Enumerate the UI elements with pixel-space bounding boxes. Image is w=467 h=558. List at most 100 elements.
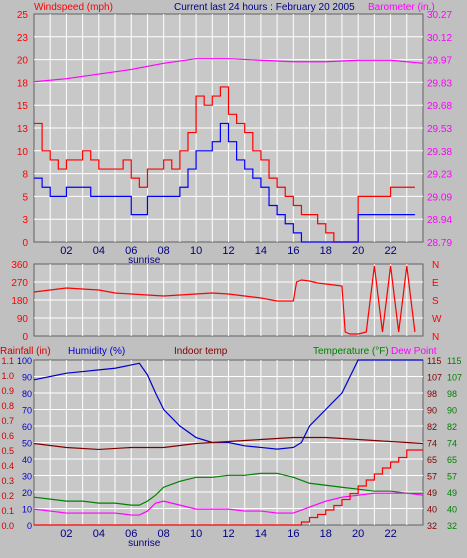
y-tick-label-left: 270 [11, 278, 28, 289]
y-tick-label-right: 65 [427, 455, 437, 465]
x-tick-label: 06 [125, 245, 137, 257]
y-tick-label-left: 0.5 [1, 446, 14, 456]
humidity-axis-title: Humidity (%) [68, 346, 125, 357]
x-tick-label: 08 [158, 528, 170, 540]
y-tick-label-right: 90 [427, 406, 437, 416]
x-tick-label: 08 [158, 245, 170, 257]
y-tick-label-right-2: 90 [447, 406, 457, 416]
y-tick-label-left: 5 [22, 192, 28, 203]
y-tick-label-right: 30.27 [427, 10, 452, 21]
y-tick-label-right: 40 [427, 505, 437, 515]
x-tick-label: 22 [384, 245, 396, 257]
x-tick-label: 06 [125, 528, 137, 540]
y-tick-label-right: 29.68 [427, 101, 452, 112]
y-tick-label-right-2: 74 [447, 439, 457, 449]
wind-chart: 0 3 5 8 10 13 15 18 20 23 25 28.79 28.94 29.09 29.23 29… [17, 10, 453, 266]
x-tick-label: 16 [287, 528, 299, 540]
y-tick-label-left: 20 [17, 56, 29, 67]
y-tick-label-right-2: 57 [447, 472, 457, 482]
y-tick-label-left: 0.8 [1, 401, 14, 411]
y-tick-label-right: 74 [427, 439, 437, 449]
y-tick-label-left-2: 100 [17, 356, 32, 366]
x-tick-label: 22 [384, 528, 396, 540]
y-tick-label-left-2: 80 [22, 389, 32, 399]
sunrise-label: sunrise [128, 255, 161, 266]
dewpoint-axis-title: Dew Point [391, 346, 437, 357]
y-tick-label-right-2: 40 [447, 505, 457, 515]
x-tick-label: 02 [60, 528, 72, 540]
y-tick-label-right-2: 82 [447, 422, 457, 432]
y-tick-label-left-2: 50 [22, 439, 32, 449]
y-tick-label-left: 0.7 [1, 416, 14, 426]
y-tick-label-right-2: 65 [447, 455, 457, 465]
x-tick-label: 20 [352, 245, 364, 257]
series-line-1 [34, 122, 415, 243]
y-tick-label-left: 13 [17, 124, 29, 135]
y-tick-label-left-2: 60 [22, 422, 32, 432]
y-tick-label-left: 1.0 [1, 371, 14, 381]
x-tick-label: 04 [93, 245, 105, 257]
y-tick-label-left: 18 [17, 78, 29, 89]
weather-chart: 0.0 0.1 0.2 0.3 0.4 0.5 0.6 0.7 0.8 0.9 1.0 1.1 0 10 2… [1, 356, 462, 549]
y-tick-label-right: 32 [427, 521, 437, 531]
y-tick-label-right: E [432, 278, 439, 289]
series-line-0 [34, 86, 415, 243]
y-tick-label-left: 180 [11, 296, 28, 307]
y-tick-label-left: 0 [22, 332, 28, 343]
weather-line-0 [33, 359, 423, 450]
y-tick-label-left: 1.1 [1, 356, 14, 366]
y-tick-label-right-2: 115 [447, 356, 461, 366]
y-tick-label-left: 0.0 [1, 521, 14, 531]
y-tick-label-right: 29.53 [427, 124, 452, 135]
x-tick-label: 12 [222, 245, 234, 257]
y-tick-label-right: 98 [427, 389, 437, 399]
wind-axis-title: Windspeed (mph) [34, 2, 113, 13]
y-tick-label-right: 28.94 [427, 215, 452, 226]
weather-line-1 [33, 436, 424, 451]
y-tick-label-right: 29.09 [427, 192, 452, 203]
y-tick-label-left: 0 [22, 238, 28, 249]
weather-line-2 [33, 472, 423, 506]
y-tick-label-left-2: 90 [22, 373, 32, 383]
x-tick-label: 14 [255, 245, 267, 257]
y-tick-label-right: 115 [427, 356, 441, 366]
y-tick-label-left: 0.2 [1, 491, 14, 501]
y-tick-label-right: 57 [427, 472, 437, 482]
direction-line-0 [33, 265, 416, 335]
x-tick-label: 10 [190, 245, 202, 257]
y-tick-label-right-2: 32 [447, 521, 457, 531]
x-tick-label: 18 [320, 528, 332, 540]
sunrise-label: sunrise [128, 538, 161, 549]
y-tick-label-right: N [432, 332, 439, 343]
baro-axis-title: Barometer (in.) [368, 2, 435, 13]
weather-line-3 [33, 492, 424, 516]
y-tick-label-left: 0.4 [1, 461, 14, 471]
y-tick-label-right: 107 [427, 373, 442, 383]
x-tick-label: 10 [190, 528, 202, 540]
y-tick-label-right: 82 [427, 422, 437, 432]
y-tick-label-left: 90 [17, 314, 29, 325]
y-tick-label-left-2: 40 [22, 455, 32, 465]
y-tick-label-left: 0.9 [1, 386, 14, 396]
x-tick-label: 20 [352, 528, 364, 540]
chart-title: Current last 24 hours : February 20 2005 [174, 2, 355, 13]
rain-axis-title: Rainfall (in) [0, 346, 51, 357]
y-tick-label-left-2: 0 [27, 521, 32, 531]
y-tick-label-left-2: 20 [22, 488, 32, 498]
x-tick-label: 02 [60, 245, 72, 257]
y-tick-label-right: S [432, 296, 439, 307]
series-line-2 [33, 58, 424, 83]
y-tick-label-left: 15 [17, 101, 29, 112]
weather-line-4 [34, 449, 423, 526]
y-tick-label-right: 28.79 [427, 238, 452, 249]
y-tick-label-left: 0.1 [1, 506, 14, 516]
y-tick-label-right: 29.23 [427, 170, 452, 181]
y-tick-label-left-2: 10 [22, 505, 32, 515]
y-tick-label-left: 25 [17, 10, 29, 21]
y-tick-label-right: 29.83 [427, 78, 452, 89]
x-tick-label: 04 [93, 528, 105, 540]
y-tick-label-right: 29.38 [427, 147, 452, 158]
y-tick-label-right: 49 [427, 488, 437, 498]
